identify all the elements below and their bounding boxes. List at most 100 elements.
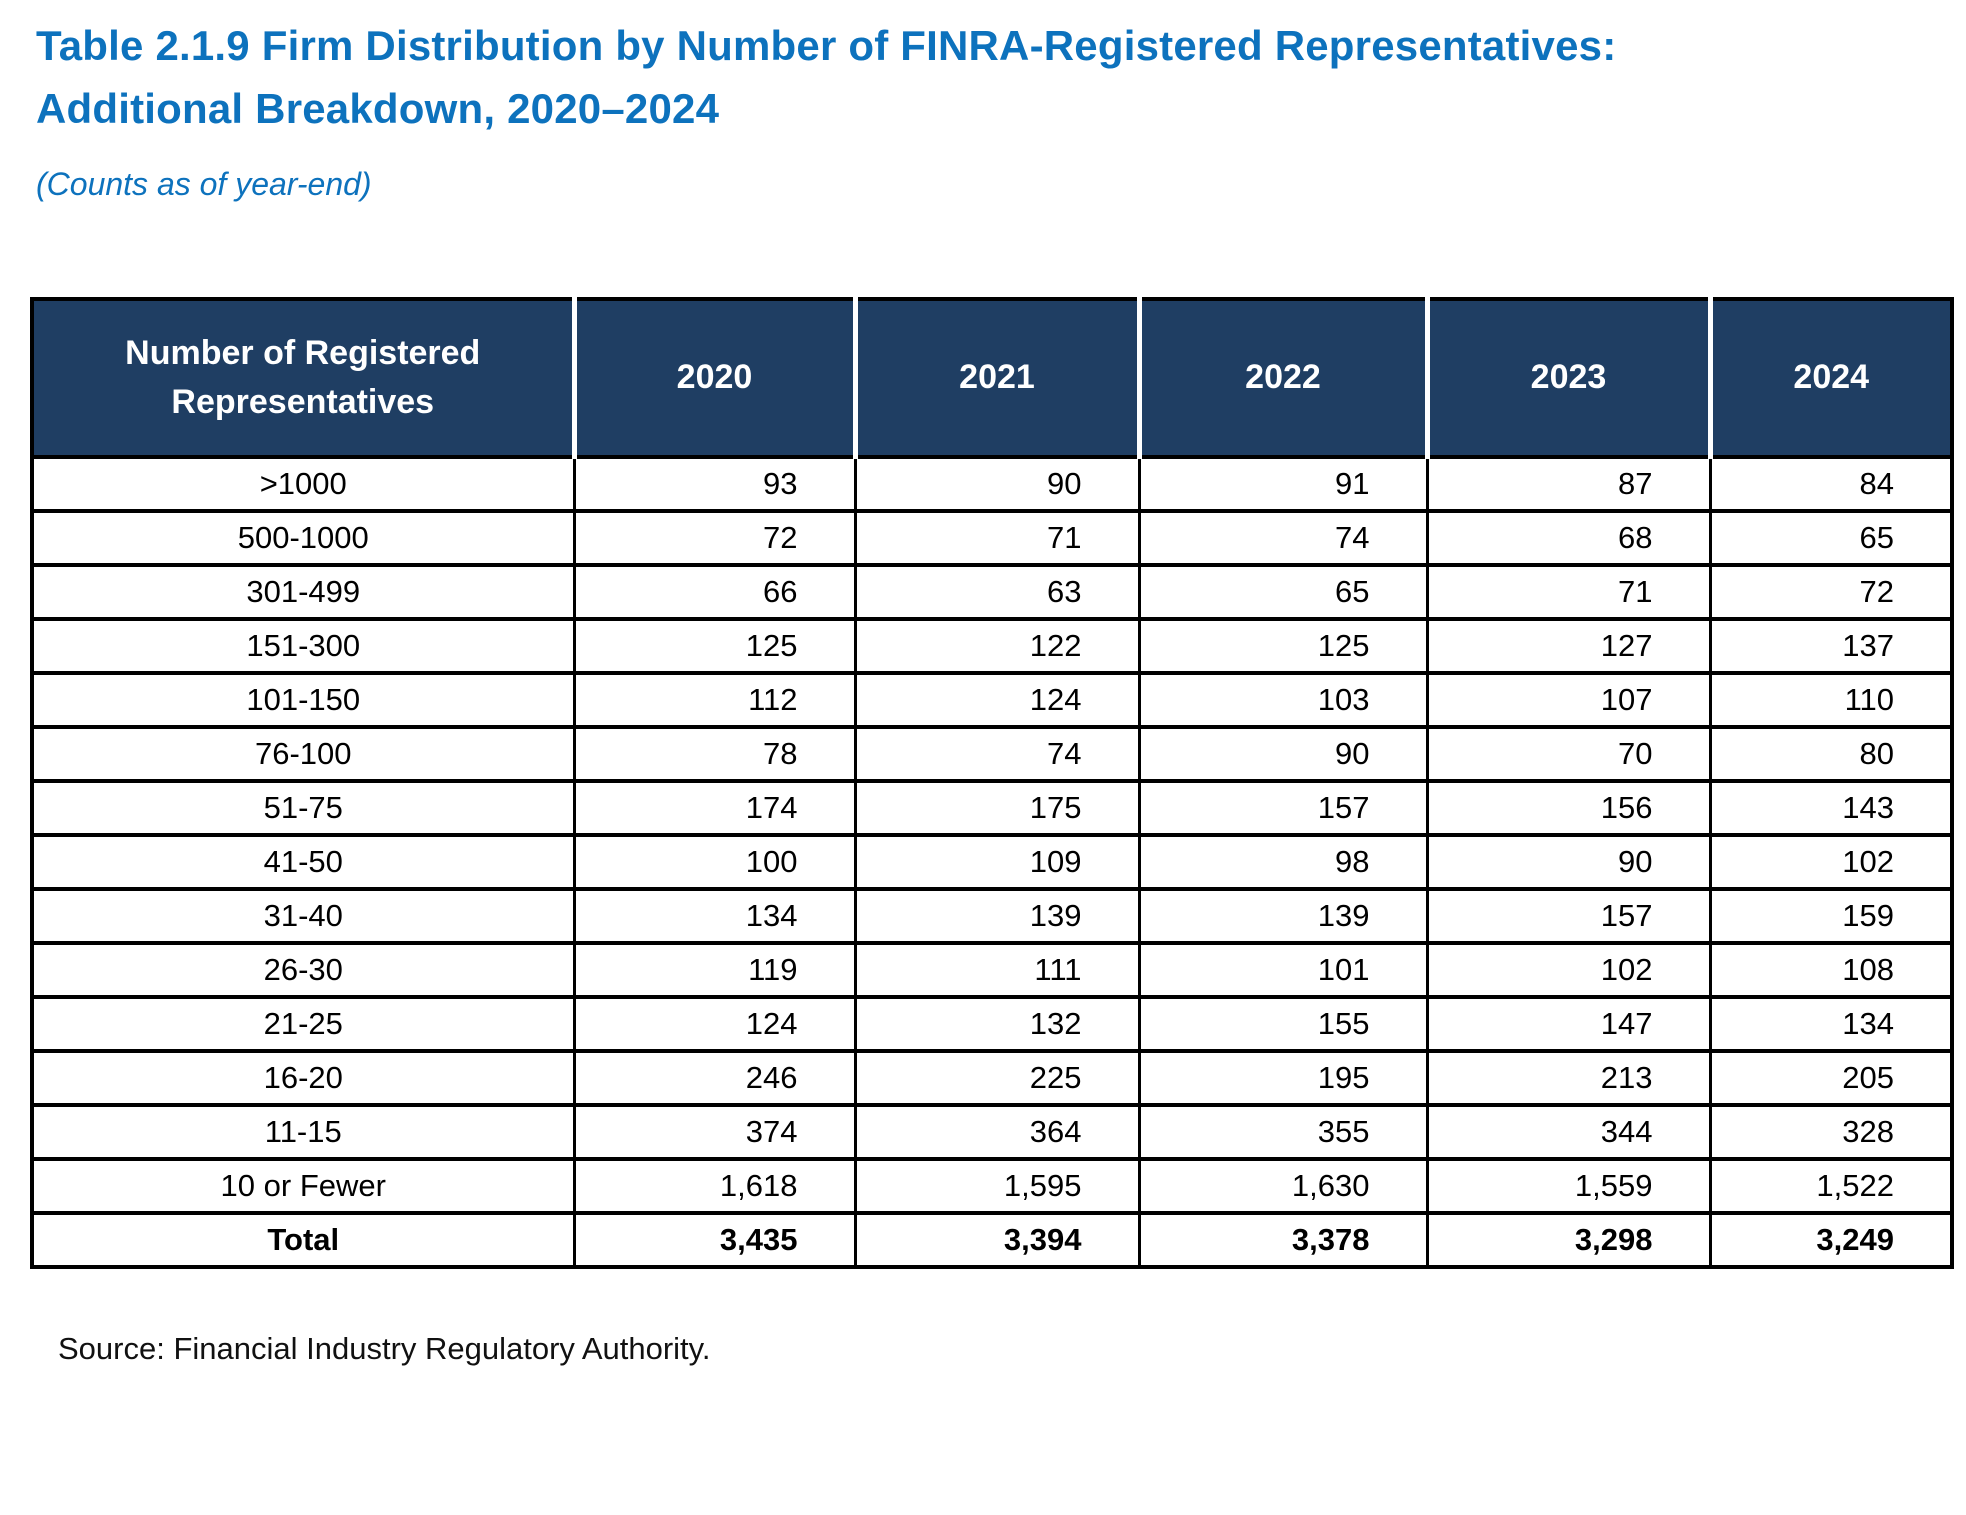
cell-value: 71 xyxy=(853,509,1141,567)
cell-value: 110 xyxy=(1708,671,1954,729)
header-cell-2021: 2021 xyxy=(852,297,1142,459)
cell-value: 225 xyxy=(853,1049,1141,1107)
table-row: 11-15 374 364 355 344 328 xyxy=(30,1103,1954,1161)
cell-value: 74 xyxy=(1137,509,1429,567)
cell-value: 122 xyxy=(853,617,1141,675)
cell-value: 66 xyxy=(572,563,857,621)
cell-value: 125 xyxy=(1137,617,1429,675)
cell-value: 74 xyxy=(853,725,1141,783)
table-row: 31-40 134 139 139 157 159 xyxy=(30,887,1954,945)
cell-value: 134 xyxy=(1708,995,1954,1053)
header-cell-label: Number of Registered Representatives xyxy=(30,297,577,459)
row-label: >1000 xyxy=(30,455,576,513)
firm-distribution-table: Number of Registered Representatives 202… xyxy=(30,297,1954,1269)
cell-value: 102 xyxy=(1425,941,1712,999)
table-row: 101-150 112 124 103 107 110 xyxy=(30,671,1954,729)
cell-value: 328 xyxy=(1708,1103,1954,1161)
cell-value: 112 xyxy=(572,671,857,729)
cell-value: 124 xyxy=(853,671,1141,729)
cell-value: 119 xyxy=(572,941,857,999)
cell-value: 159 xyxy=(1708,887,1954,945)
cell-value: 175 xyxy=(853,779,1141,837)
cell-value: 157 xyxy=(1425,887,1712,945)
cell-value: 137 xyxy=(1708,617,1954,675)
cell-value: 87 xyxy=(1425,455,1712,513)
row-label: 301-499 xyxy=(30,563,576,621)
table-row: 301-499 66 63 65 71 72 xyxy=(30,563,1954,621)
cell-value: 374 xyxy=(572,1103,857,1161)
row-label: 51-75 xyxy=(30,779,576,837)
cell-value: 80 xyxy=(1708,725,1954,783)
cell-value: 91 xyxy=(1137,455,1429,513)
table-title: Table 2.1.9 Firm Distribution by Number … xyxy=(36,14,1950,140)
cell-value: 157 xyxy=(1137,779,1429,837)
cell-value: 174 xyxy=(572,779,857,837)
total-value: 3,298 xyxy=(1425,1211,1712,1269)
table-row: 16-20 246 225 195 213 205 xyxy=(30,1049,1954,1107)
table-row: 41-50 100 109 98 90 102 xyxy=(30,833,1954,891)
cell-value: 84 xyxy=(1708,455,1954,513)
cell-value: 139 xyxy=(1137,887,1429,945)
cell-value: 111 xyxy=(853,941,1141,999)
table-row: 26-30 119 111 101 102 108 xyxy=(30,941,1954,999)
table-total-row: Total 3,435 3,394 3,378 3,298 3,249 xyxy=(30,1211,1954,1269)
header-cell-2020: 2020 xyxy=(571,297,858,459)
table-row: 500-1000 72 71 74 68 65 xyxy=(30,509,1954,567)
total-label: Total xyxy=(30,1211,576,1269)
total-value: 3,378 xyxy=(1137,1211,1429,1269)
cell-value: 355 xyxy=(1137,1103,1429,1161)
table-row: 21-25 124 132 155 147 134 xyxy=(30,995,1954,1053)
cell-value: 100 xyxy=(572,833,857,891)
cell-value: 134 xyxy=(572,887,857,945)
total-value: 3,435 xyxy=(572,1211,857,1269)
row-label: 10 or Fewer xyxy=(30,1157,576,1215)
cell-value: 107 xyxy=(1425,671,1712,729)
cell-value: 109 xyxy=(853,833,1141,891)
cell-value: 102 xyxy=(1708,833,1954,891)
row-label: 76-100 xyxy=(30,725,576,783)
row-label: 26-30 xyxy=(30,941,576,999)
cell-value: 344 xyxy=(1425,1103,1712,1161)
cell-value: 125 xyxy=(572,617,857,675)
cell-value: 71 xyxy=(1425,563,1712,621)
header-cell-2022: 2022 xyxy=(1136,297,1430,459)
row-label: 21-25 xyxy=(30,995,576,1053)
table-title-line2: Additional Breakdown, 2020–2024 xyxy=(36,85,720,132)
table-body: >1000 93 90 91 87 84 500-1000 72 71 74 6… xyxy=(30,455,1954,1269)
cell-value: 90 xyxy=(1425,833,1712,891)
cell-value: 124 xyxy=(572,995,857,1053)
cell-value: 213 xyxy=(1425,1049,1712,1107)
cell-value: 139 xyxy=(853,887,1141,945)
cell-value: 143 xyxy=(1708,779,1954,837)
table-subtitle: (Counts as of year-end) xyxy=(36,166,372,202)
cell-value: 147 xyxy=(1425,995,1712,1053)
cell-value: 72 xyxy=(1708,563,1954,621)
cell-value: 364 xyxy=(853,1103,1141,1161)
table-row: >1000 93 90 91 87 84 xyxy=(30,455,1954,513)
total-value: 3,394 xyxy=(853,1211,1141,1269)
cell-value: 127 xyxy=(1425,617,1712,675)
cell-value: 101 xyxy=(1137,941,1429,999)
cell-value: 78 xyxy=(572,725,857,783)
source-note: Source: Financial Industry Regulatory Au… xyxy=(58,1331,711,1366)
cell-value: 1,522 xyxy=(1708,1157,1954,1215)
cell-value: 1,630 xyxy=(1137,1157,1429,1215)
cell-value: 195 xyxy=(1137,1049,1429,1107)
cell-value: 98 xyxy=(1137,833,1429,891)
cell-value: 246 xyxy=(572,1049,857,1107)
cell-value: 93 xyxy=(572,455,857,513)
row-label: 41-50 xyxy=(30,833,576,891)
table-title-line1: Table 2.1.9 Firm Distribution by Number … xyxy=(36,22,1617,69)
header-cell-2023: 2023 xyxy=(1424,297,1713,459)
cell-value: 1,559 xyxy=(1425,1157,1712,1215)
cell-value: 1,618 xyxy=(572,1157,857,1215)
cell-value: 108 xyxy=(1708,941,1954,999)
cell-value: 70 xyxy=(1425,725,1712,783)
cell-value: 155 xyxy=(1137,995,1429,1053)
cell-value: 65 xyxy=(1708,509,1954,567)
cell-value: 68 xyxy=(1425,509,1712,567)
cell-value: 65 xyxy=(1137,563,1429,621)
row-label: 500-1000 xyxy=(30,509,576,567)
row-label: 31-40 xyxy=(30,887,576,945)
